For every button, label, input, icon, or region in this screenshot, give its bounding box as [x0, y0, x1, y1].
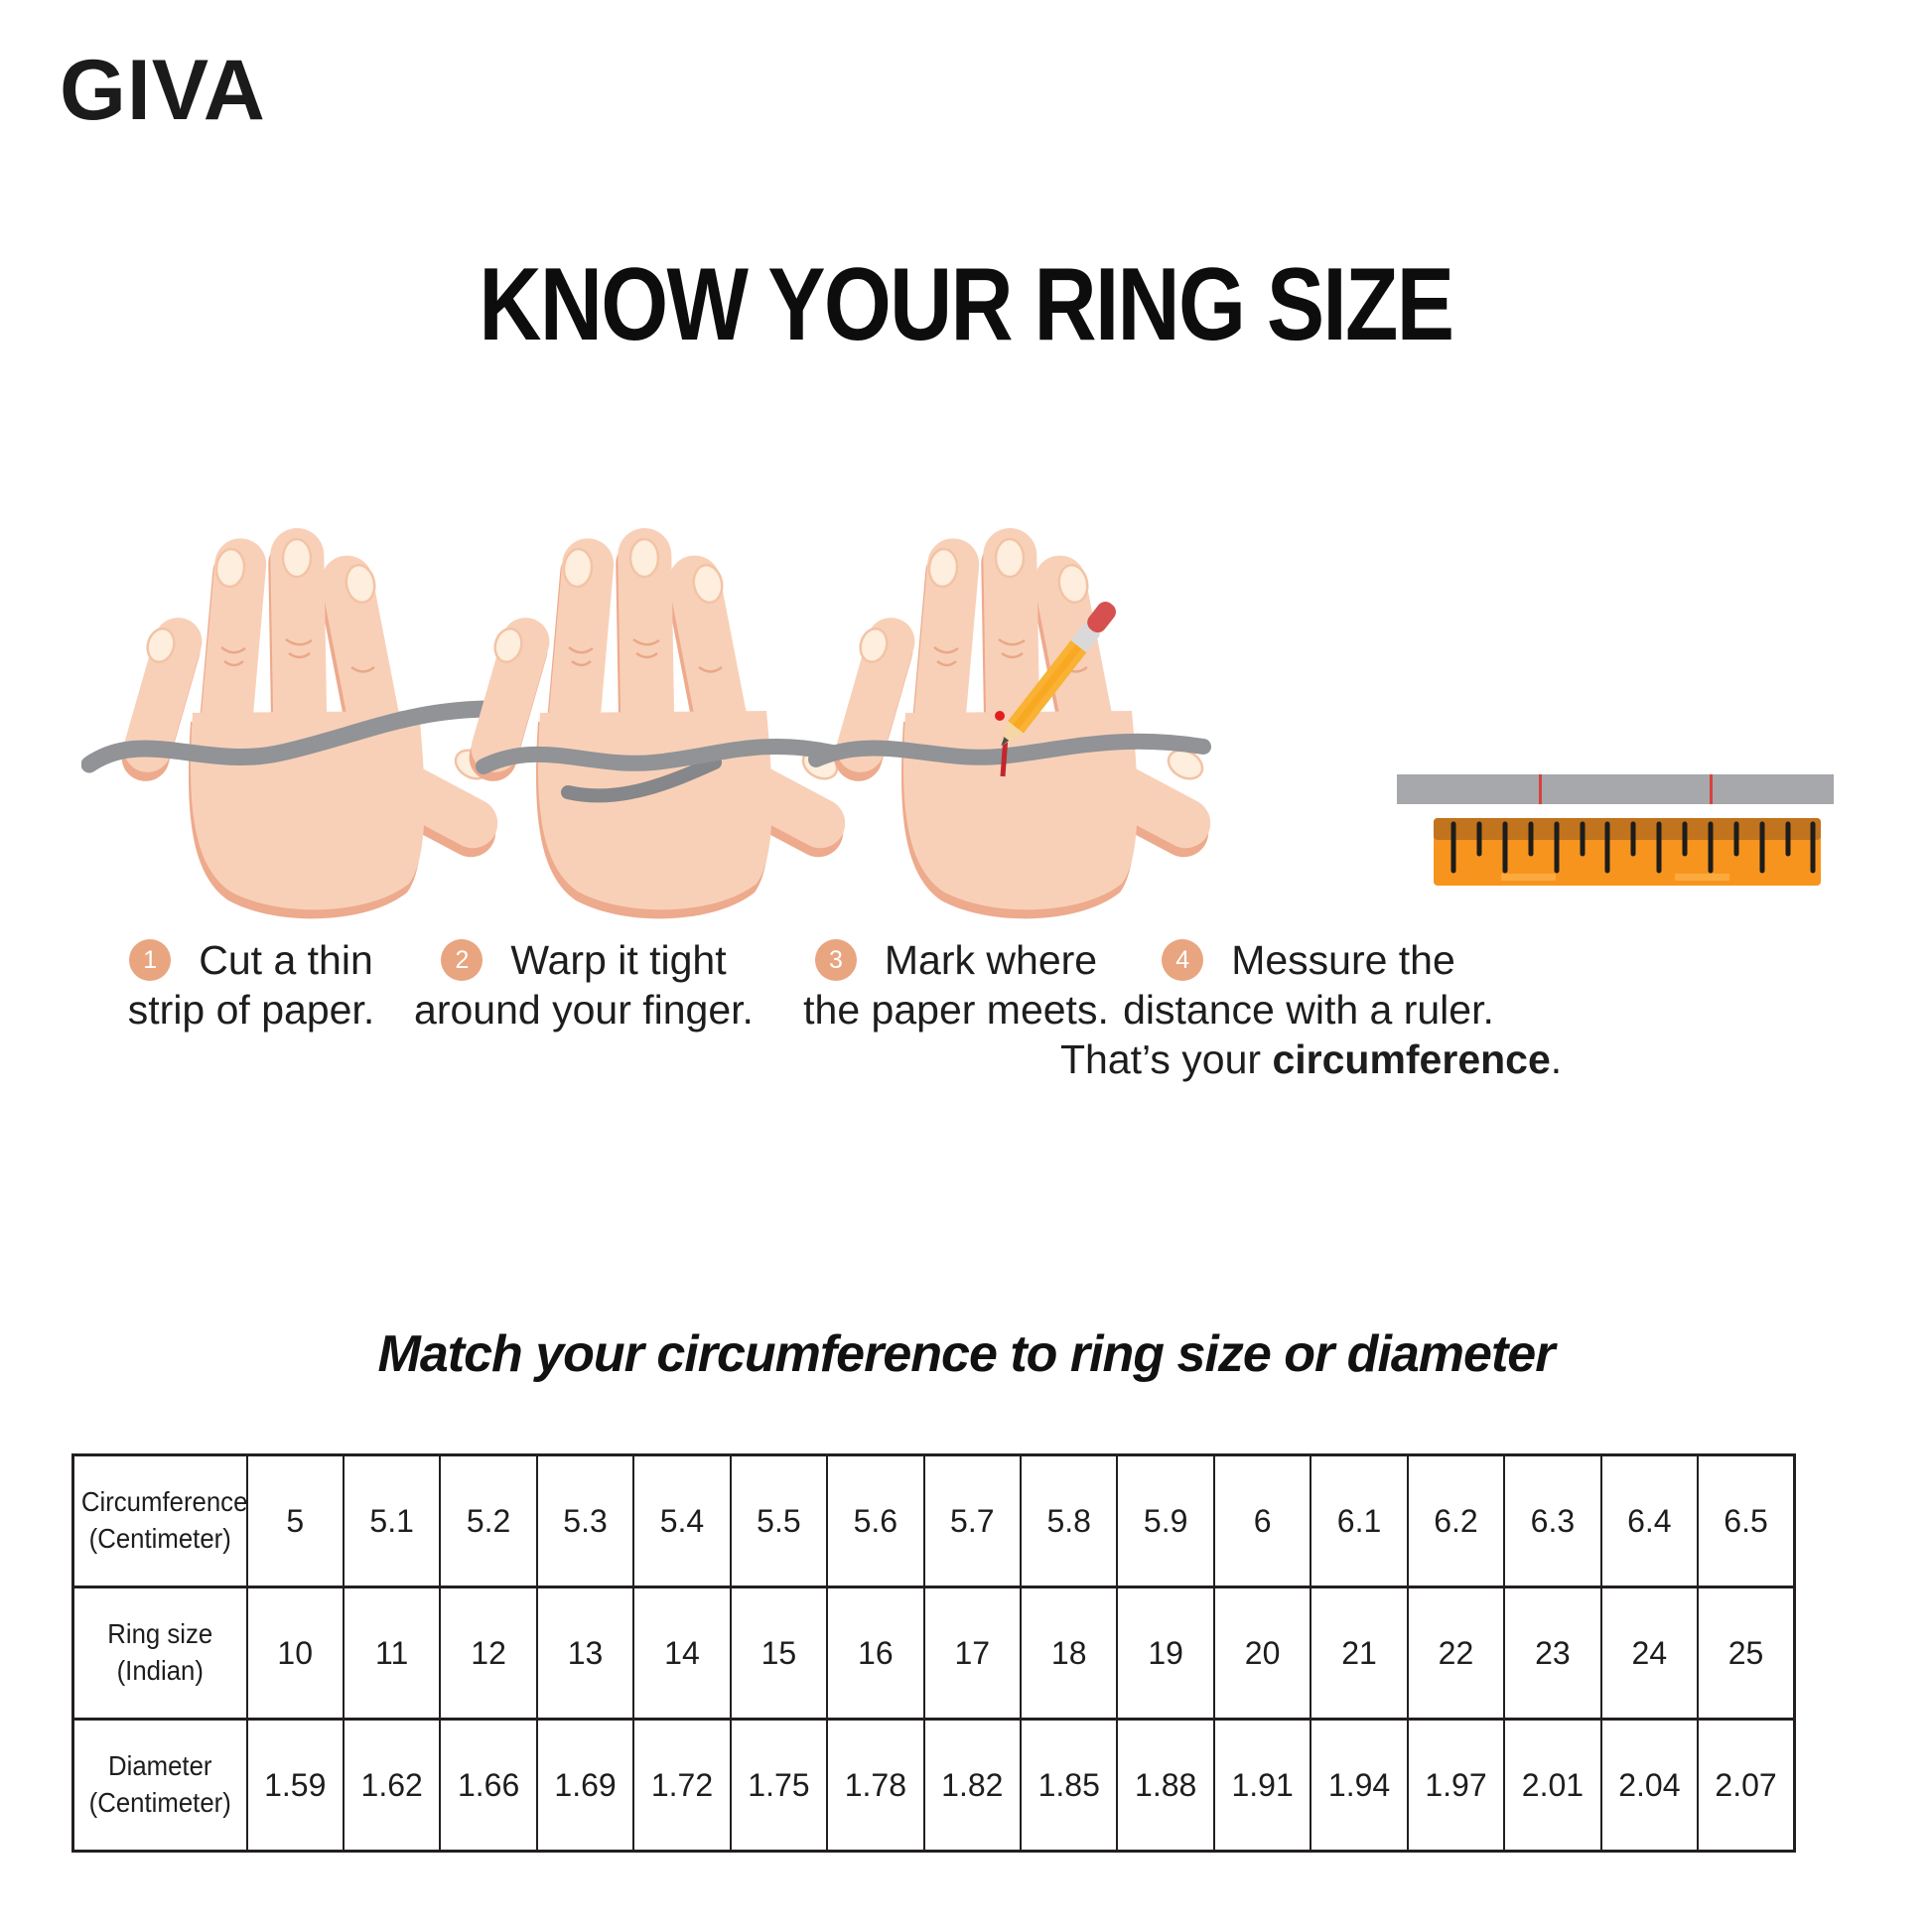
value-cell: 1.88 — [1116, 1718, 1215, 1853]
value-cell: 12 — [439, 1586, 538, 1721]
value-cell: 5.1 — [342, 1453, 442, 1588]
table-heading-wrap: Match your circumference to ring size or… — [0, 1324, 1932, 1384]
value-cell: 5.7 — [922, 1453, 1023, 1588]
value-cell: 15 — [729, 1586, 829, 1721]
mark-line — [1539, 774, 1542, 804]
step-number-badge: 4 — [1162, 939, 1204, 981]
value-cell: 1.69 — [535, 1718, 635, 1853]
value-cell: 2.04 — [1599, 1718, 1700, 1853]
step-text-line3-pre: That’s your — [1060, 1036, 1273, 1083]
table-row: Diameter (Centimeter) 1.59 1.62 1.66 1.69 1.72… — [71, 1718, 1796, 1853]
ring-size-table-wrap: Circumference (Centimeter) 5 5.1 5.2 5.3 5.4 5.… — [71, 1453, 1796, 1853]
value-cell: 18 — [1019, 1586, 1119, 1721]
step-number-badge: 2 — [441, 939, 483, 981]
value-cell: 11 — [342, 1586, 442, 1721]
table-row: Ring size (Indian) 10 11 12 13 14 15 16 17 18 19 20 2… — [71, 1586, 1796, 1721]
value-cell: 1.91 — [1212, 1718, 1312, 1853]
value-cell: 22 — [1406, 1586, 1506, 1721]
step-text-line3-bold: circumference — [1272, 1036, 1551, 1083]
value-cell: 6.4 — [1599, 1453, 1700, 1588]
step-text-line1: Mark where — [884, 937, 1098, 983]
table-body: Circumference (Centimeter) 5 5.1 5.2 5.3 5.4 5.… — [71, 1453, 1796, 1853]
value-cell: 6.2 — [1406, 1453, 1506, 1588]
value-cell: 19 — [1116, 1586, 1215, 1721]
value-cell: 5.5 — [729, 1453, 829, 1588]
value-cell: 5.8 — [1019, 1453, 1119, 1588]
ring-size-table: Circumference (Centimeter) 5 5.1 5.2 5.3 5.4 5.… — [71, 1453, 1796, 1853]
value-cell: 1.72 — [632, 1718, 732, 1853]
value-cell: 17 — [922, 1586, 1023, 1721]
step-text-line3: That’s your circumference. — [1060, 1035, 1562, 1084]
value-cell: 5.2 — [439, 1453, 538, 1588]
row-label: Ring size (Indian) — [71, 1586, 248, 1721]
value-cell: 5.9 — [1116, 1453, 1215, 1588]
value-cell: 1.97 — [1406, 1718, 1506, 1853]
value-cell: 6 — [1212, 1453, 1312, 1588]
value-cell: 1.62 — [342, 1718, 442, 1853]
ruler-illustration — [1397, 774, 1834, 886]
table-row: Circumference (Centimeter) 5 5.1 5.2 5.3 5.4 5.… — [71, 1453, 1796, 1588]
value-cell: 1.78 — [826, 1718, 925, 1853]
step-text-line1: Messure the — [1231, 937, 1455, 983]
value-cell: 1.94 — [1310, 1718, 1409, 1853]
step-text-line3-post: . — [1550, 1036, 1563, 1083]
value-cell: 14 — [632, 1586, 732, 1721]
hand-loose-strip-illustration — [81, 526, 510, 920]
value-cell: 2.01 — [1503, 1718, 1602, 1853]
value-cell: 5 — [245, 1453, 345, 1588]
paper-strip-icon — [476, 738, 840, 774]
paper-strip-flat-icon — [1397, 774, 1834, 804]
value-cell: 24 — [1599, 1586, 1700, 1721]
paper-strip-icon — [808, 733, 1211, 767]
step-text-line2: around your finger. — [414, 987, 754, 1034]
hand-mark-pencil-illustration — [808, 526, 1221, 920]
giva-logo: GIVA — [60, 43, 266, 138]
step-text-line1: Warp it tight — [510, 937, 727, 983]
table-heading: Match your circumference to ring size or… — [377, 1325, 1556, 1383]
step-text-line2: distance with a ruler. — [1123, 987, 1494, 1034]
pencil-icon — [1001, 602, 1116, 747]
value-cell: 6.1 — [1310, 1453, 1409, 1588]
page-title: KNOW YOUR RING SIZE — [479, 247, 1455, 362]
row-label: Diameter (Centimeter) — [71, 1718, 248, 1853]
step-number-badge: 3 — [814, 939, 857, 981]
value-cell: 2.07 — [1697, 1718, 1796, 1853]
value-cell: 5.4 — [632, 1453, 732, 1588]
page-title-wrap: KNOW YOUR RING SIZE — [0, 246, 1932, 364]
value-cell: 16 — [826, 1586, 925, 1721]
value-cell: 10 — [245, 1586, 345, 1721]
step-3: 3 Mark where the paper meets. — [762, 935, 1150, 1035]
value-cell: 5.6 — [826, 1453, 925, 1588]
value-cell: 1.59 — [245, 1718, 345, 1853]
step-4: 4 Messure the distance with a ruler. Tha… — [1060, 935, 1562, 1084]
mark-dot — [995, 711, 1005, 721]
row-label: Circumference (Centimeter) — [71, 1453, 248, 1588]
step-text-line2: strip of paper. — [127, 987, 375, 1034]
value-cell: 1.66 — [439, 1718, 538, 1853]
value-cell: 23 — [1503, 1586, 1602, 1721]
step-text-line2: the paper meets. — [803, 987, 1109, 1034]
value-cell: 5.3 — [535, 1453, 635, 1588]
mark-line — [1710, 774, 1713, 804]
value-cell: 21 — [1310, 1586, 1409, 1721]
value-cell: 25 — [1697, 1586, 1796, 1721]
step-number-badge: 1 — [129, 939, 172, 981]
value-cell: 1.75 — [729, 1718, 829, 1853]
value-cell: 6.5 — [1697, 1453, 1796, 1588]
value-cell: 6.3 — [1503, 1453, 1602, 1588]
ruler-icon — [1434, 818, 1821, 886]
value-cell: 13 — [535, 1586, 635, 1721]
hand-wrapped-strip-illustration — [462, 526, 856, 920]
value-cell: 1.82 — [922, 1718, 1023, 1853]
step-text-line1: Cut a thin — [199, 937, 373, 983]
paper-strip-icon — [81, 700, 510, 773]
step-1: 1 Cut a thin strip of paper. — [87, 935, 415, 1035]
step-2: 2 Warp it tight around your finger. — [395, 935, 772, 1035]
value-cell: 20 — [1212, 1586, 1312, 1721]
paper-strip-back-icon — [561, 756, 722, 803]
value-cell: 1.85 — [1019, 1718, 1119, 1853]
